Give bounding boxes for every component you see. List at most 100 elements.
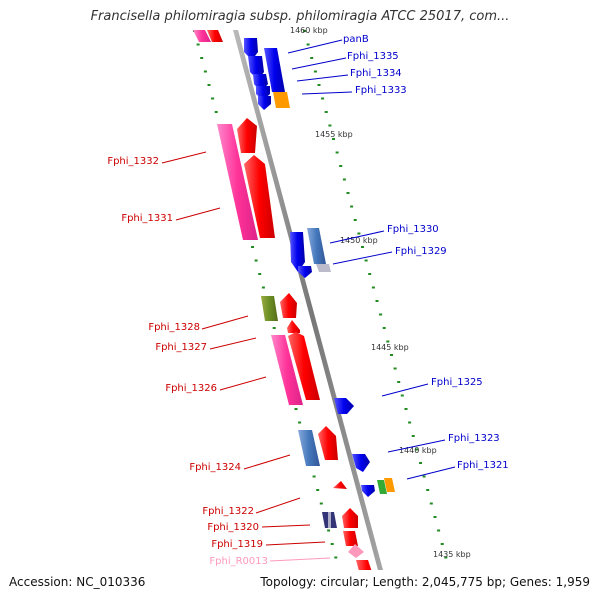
gene-feature-fphi-1327[interactable]: [287, 320, 300, 333]
scale-label: 1435 kbp: [433, 550, 471, 559]
tick-dot: [433, 516, 437, 518]
tick-dot: [317, 84, 321, 86]
tick-dot: [251, 246, 254, 248]
tick-dot: [444, 556, 448, 559]
tick-dot: [339, 165, 343, 167]
gene-label-fphi-1327[interactable]: Fphi_1327: [155, 342, 207, 353]
tick-dot: [411, 435, 415, 437]
tick-dot: [415, 448, 419, 451]
tick-dot: [353, 219, 357, 221]
gene-feature-fphi-1322[interactable]: [333, 481, 347, 489]
length-value: 2,045,775 bp: [421, 575, 502, 589]
tick-dot: [310, 57, 314, 59]
accession-label: Accession:: [9, 575, 73, 589]
gene-label-fphi-1335[interactable]: Fphi_1335: [347, 51, 399, 62]
tick-dot: [258, 273, 262, 275]
tick-dot: [342, 178, 346, 181]
gene-feature-fphi-1320[interactable]: [322, 512, 337, 528]
genes-value: 1,959: [555, 575, 590, 589]
tick-dot: [382, 327, 386, 329]
length-label: Length:: [372, 575, 419, 589]
gene-label-panb[interactable]: panB: [343, 34, 369, 45]
tick-dot: [364, 259, 368, 262]
gene-feature-fphi-1334[interactable]: [253, 74, 271, 110]
gene-feature-fphi-1331[interactable]: [217, 124, 275, 240]
tick-dot: [440, 543, 444, 545]
gene-label-fphi-1322[interactable]: Fphi_1322: [202, 506, 254, 517]
tick-dot: [207, 84, 211, 86]
gene-feature-fphi-1319[interactable]: [342, 508, 358, 546]
accession-value: NC_010336: [76, 575, 146, 589]
gene-feature-fphi-1332[interactable]: [237, 118, 257, 153]
tick-dot: [313, 70, 317, 73]
tick-dot: [327, 529, 331, 532]
gene-label-fphi-1320[interactable]: Fphi_1320: [207, 522, 259, 533]
tick-dot: [321, 97, 325, 100]
tick-dot: [379, 313, 383, 316]
accession-info: Accession: NC_010336: [9, 575, 145, 589]
tick-dot: [335, 151, 339, 154]
gene-feature-fphi-1329[interactable]: [298, 264, 331, 278]
gene-label-fphi-r0013[interactable]: Fphi_R0013: [209, 556, 268, 567]
scale-label: 1460 kbp: [290, 26, 328, 35]
tick-dot: [357, 232, 361, 235]
tick-dot: [303, 30, 306, 32]
gene-feature-fphi-1330[interactable]: [290, 228, 326, 272]
tick-dot: [426, 489, 430, 491]
tick-dot: [375, 300, 379, 302]
tick-dot: [371, 286, 375, 289]
gene-label-fphi-1329[interactable]: Fphi_1329: [395, 246, 447, 257]
gene-label-fphi-1334[interactable]: Fphi_1334: [350, 68, 402, 79]
tick-dot: [393, 367, 397, 370]
tick-dot: [203, 70, 207, 73]
tick-dot: [328, 124, 332, 127]
gene-label-fphi-1330[interactable]: Fphi_1330: [387, 224, 439, 235]
gene-feature-fphi-1325[interactable]: [334, 398, 354, 414]
tick-dot: [368, 273, 372, 275]
gene-feature-fphi-1323[interactable]: [352, 454, 370, 472]
gene-feature-panb[interactable]: [244, 38, 258, 60]
gene-feature-fphi-1326[interactable]: [271, 332, 320, 405]
gene-label-fphi-1331[interactable]: Fphi_1331: [121, 213, 173, 224]
tick-dot: [390, 354, 393, 356]
gene-label-fphi-1323[interactable]: Fphi_1323: [448, 433, 500, 444]
gene-label-fphi-1319[interactable]: Fphi_1319: [211, 539, 263, 550]
gene-label-fphi-1324[interactable]: Fphi_1324: [189, 462, 241, 473]
tick-dot: [312, 475, 316, 478]
tick-dot: [214, 111, 218, 113]
tick-dot: [404, 408, 408, 410]
scale-label: 1440 kbp: [399, 446, 437, 455]
tick-dot: [419, 462, 422, 464]
tick-dot: [319, 502, 323, 505]
gene-label-fphi-1332[interactable]: Fphi_1332: [107, 156, 159, 167]
gene-feature-fphi-1324[interactable]: [298, 426, 338, 466]
scale-label: 1455 kbp: [315, 130, 353, 139]
gene-feature-top-fragment[interactable]: [193, 30, 223, 42]
chromosome-backbone: [233, 30, 383, 570]
tick-dot: [350, 205, 354, 208]
gene-feature-fphi-1321[interactable]: [361, 478, 395, 497]
tick-dot: [397, 381, 401, 383]
tick-dot: [334, 556, 338, 559]
tick-dot: [200, 57, 204, 59]
gene-feature-bottom-red[interactable]: [356, 560, 378, 570]
gene-label-fphi-1333[interactable]: Fphi_1333: [355, 85, 407, 96]
scale-label: 1445 kbp: [371, 343, 409, 352]
tick-dot: [261, 286, 265, 289]
gene-feature-fphi-1328[interactable]: [261, 293, 297, 321]
leader-lines: [161, 39, 456, 562]
gene-feature-fphi-1333[interactable]: [273, 92, 290, 108]
tick-dot: [346, 192, 350, 194]
tick-dot: [330, 543, 334, 545]
gene-label-fphi-1325[interactable]: Fphi_1325: [431, 377, 483, 388]
map-title: Francisella philomiragia subsp. philomir…: [90, 9, 510, 24]
tick-dot: [211, 97, 215, 100]
gene-feature-fphi-r0013[interactable]: [348, 544, 364, 558]
tick-dot: [306, 43, 310, 46]
topology-value: circular: [320, 575, 365, 589]
gene-label-fphi-1321[interactable]: Fphi_1321: [457, 460, 509, 471]
gene-label-fphi-1328[interactable]: Fphi_1328: [148, 322, 200, 333]
gene-label-fphi-1326[interactable]: Fphi_1326: [165, 383, 217, 394]
tick-dot: [254, 259, 258, 262]
genome-stats: Topology: circular; Length: 2,045,775 bp…: [260, 575, 590, 589]
